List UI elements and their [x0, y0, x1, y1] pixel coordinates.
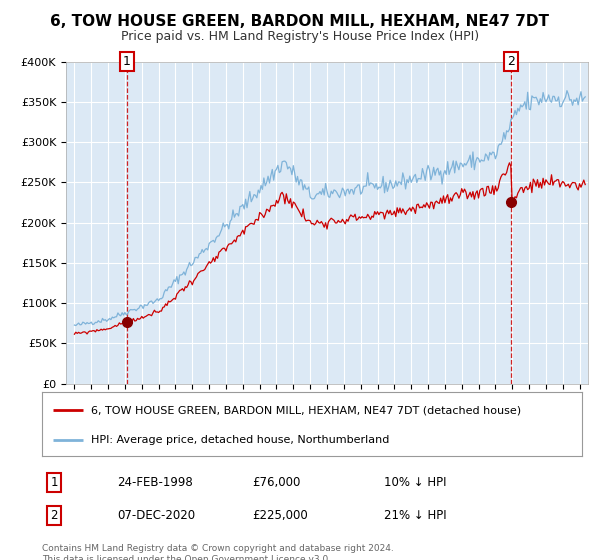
Text: 10% ↓ HPI: 10% ↓ HPI [384, 476, 446, 489]
Text: £225,000: £225,000 [252, 508, 308, 522]
Text: 6, TOW HOUSE GREEN, BARDON MILL, HEXHAM, NE47 7DT: 6, TOW HOUSE GREEN, BARDON MILL, HEXHAM,… [50, 14, 550, 29]
Text: 1: 1 [50, 476, 58, 489]
Text: 21% ↓ HPI: 21% ↓ HPI [384, 508, 446, 522]
Text: Price paid vs. HM Land Registry's House Price Index (HPI): Price paid vs. HM Land Registry's House … [121, 30, 479, 44]
Text: 2: 2 [50, 508, 58, 522]
Text: 1: 1 [123, 55, 131, 68]
Text: HPI: Average price, detached house, Northumberland: HPI: Average price, detached house, Nort… [91, 435, 389, 445]
Text: 2: 2 [507, 55, 515, 68]
Text: £76,000: £76,000 [252, 476, 301, 489]
Text: Contains HM Land Registry data © Crown copyright and database right 2024.
This d: Contains HM Land Registry data © Crown c… [42, 544, 394, 560]
Text: 07-DEC-2020: 07-DEC-2020 [117, 508, 195, 522]
Text: 24-FEB-1998: 24-FEB-1998 [117, 476, 193, 489]
Text: 6, TOW HOUSE GREEN, BARDON MILL, HEXHAM, NE47 7DT (detached house): 6, TOW HOUSE GREEN, BARDON MILL, HEXHAM,… [91, 405, 521, 415]
